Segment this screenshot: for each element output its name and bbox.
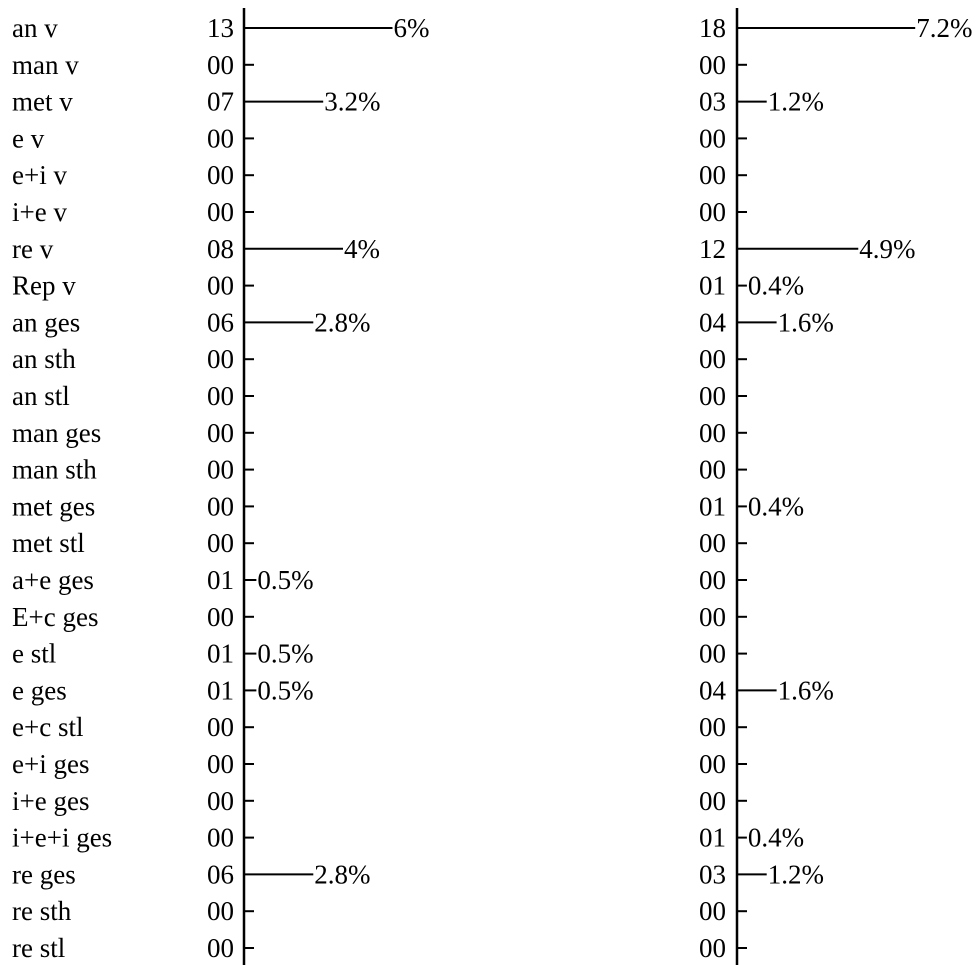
category-label: e ges (12, 675, 67, 705)
count-label: 00 (699, 933, 726, 963)
count-label: 18 (699, 13, 726, 43)
count-label: 00 (207, 823, 234, 853)
value-label: 0.4% (748, 823, 804, 853)
count-label: 01 (699, 271, 726, 301)
count-label: 00 (207, 749, 234, 779)
count-label: 03 (699, 87, 726, 117)
value-label: 1.6% (778, 307, 834, 337)
category-label: man ges (12, 418, 101, 448)
category-label: e+c stl (12, 712, 83, 742)
count-label: 00 (207, 602, 234, 632)
value-label: 6% (394, 13, 430, 43)
count-label: 08 (207, 234, 234, 264)
count-label: 13 (207, 13, 234, 43)
value-label: 2.8% (314, 307, 370, 337)
count-label: 00 (699, 344, 726, 374)
count-label: 00 (699, 528, 726, 558)
count-label: 00 (207, 786, 234, 816)
count-label: 00 (699, 896, 726, 926)
category-label: E+c ges (12, 602, 98, 632)
count-label: 03 (699, 859, 726, 889)
count-label: 00 (207, 160, 234, 190)
category-label: an sth (12, 344, 76, 374)
count-label: 00 (699, 381, 726, 411)
count-label: 00 (207, 491, 234, 521)
category-label: i+e ges (12, 786, 89, 816)
category-label: e stl (12, 639, 56, 669)
category-label: an ges (12, 307, 80, 337)
count-label: 00 (207, 197, 234, 227)
value-label: 3.2% (324, 87, 380, 117)
count-label: 01 (207, 639, 234, 669)
value-label: 1.2% (768, 87, 824, 117)
count-label: 01 (207, 675, 234, 705)
count-label: 00 (699, 197, 726, 227)
category-label: re sth (12, 896, 72, 926)
count-label: 00 (207, 455, 234, 485)
category-label: met ges (12, 491, 95, 521)
count-label: 00 (207, 418, 234, 448)
count-label: 00 (207, 933, 234, 963)
count-label: 04 (699, 307, 727, 337)
count-label: 04 (699, 675, 727, 705)
category-label: man v (12, 50, 79, 80)
category-label: re ges (12, 859, 76, 889)
value-label: 0.5% (257, 565, 313, 595)
category-label: met v (12, 87, 73, 117)
category-label: e v (12, 123, 45, 153)
count-label: 01 (699, 823, 726, 853)
count-label: 00 (207, 271, 234, 301)
count-label: 00 (207, 712, 234, 742)
category-label: met stl (12, 528, 85, 558)
count-label: 00 (699, 786, 726, 816)
category-label: i+e+i ges (12, 823, 112, 853)
category-label: an stl (12, 381, 70, 411)
count-label: 00 (699, 565, 726, 595)
category-label: a+e ges (12, 565, 94, 595)
value-label: 0.4% (748, 271, 804, 301)
count-label: 01 (699, 491, 726, 521)
category-label: e+i ges (12, 749, 89, 779)
value-label: 0.4% (748, 491, 804, 521)
value-label: 7.2% (916, 13, 972, 43)
count-label: 00 (699, 123, 726, 153)
category-label: re stl (12, 933, 65, 963)
count-label: 00 (699, 455, 726, 485)
category-label: i+e v (12, 197, 67, 227)
category-label: man sth (12, 455, 97, 485)
count-label: 12 (699, 234, 726, 264)
category-label: re v (12, 234, 54, 264)
value-label: 4% (344, 234, 380, 264)
count-label: 00 (207, 528, 234, 558)
count-label: 00 (207, 381, 234, 411)
value-label: 1.2% (768, 859, 824, 889)
count-label: 00 (699, 50, 726, 80)
category-label: an v (12, 13, 58, 43)
count-label: 00 (699, 712, 726, 742)
value-label: 1.6% (778, 675, 834, 705)
value-label: 2.8% (314, 859, 370, 889)
category-label: e+i v (12, 160, 67, 190)
count-label: 00 (207, 896, 234, 926)
count-label: 00 (207, 344, 234, 374)
count-label: 00 (699, 160, 726, 190)
value-label: 0.5% (257, 639, 313, 669)
count-label: 07 (207, 87, 234, 117)
count-label: 00 (699, 639, 726, 669)
count-label: 00 (699, 602, 726, 632)
count-label: 06 (207, 307, 234, 337)
value-label: 4.9% (859, 234, 915, 264)
count-label: 00 (699, 418, 726, 448)
count-label: 00 (699, 749, 726, 779)
category-label: Rep v (12, 271, 76, 301)
count-label: 00 (207, 123, 234, 153)
count-label: 00 (207, 50, 234, 80)
count-label: 06 (207, 859, 234, 889)
count-label: 01 (207, 565, 234, 595)
value-label: 0.5% (257, 675, 313, 705)
